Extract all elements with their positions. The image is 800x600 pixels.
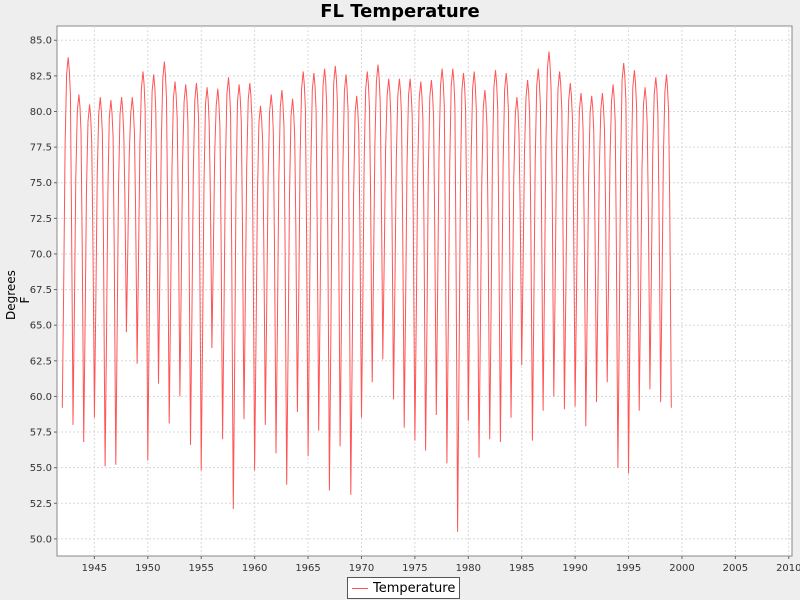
x-tick-label: 1945 <box>82 563 107 574</box>
legend-label: Temperature <box>373 580 456 596</box>
y-tick-label: 72.5 <box>30 214 52 225</box>
x-tick-label: 2000 <box>669 563 694 574</box>
x-tick-label: 2010 <box>776 563 800 574</box>
x-tick-label: 1960 <box>242 563 267 574</box>
temperature-series-line <box>61 51 672 532</box>
y-tick-label: 70.0 <box>30 249 52 260</box>
y-tick-label: 75.0 <box>30 178 52 189</box>
y-tick-label: 65.0 <box>30 321 52 332</box>
y-tick-label: 80.0 <box>30 107 52 118</box>
y-tick-label: 55.0 <box>30 463 52 474</box>
x-tick-label: 1985 <box>509 563 534 574</box>
x-tick-label: 1980 <box>456 563 481 574</box>
y-tick-label: 60.0 <box>30 392 52 403</box>
x-tick-label: 1990 <box>562 563 587 574</box>
x-tick-label: 1955 <box>188 563 213 574</box>
y-tick-label: 52.5 <box>30 499 52 510</box>
y-tick-label: 82.5 <box>30 71 52 82</box>
y-tick-label: 85.0 <box>30 36 52 47</box>
legend-swatch <box>352 587 368 589</box>
x-tick-label: 1975 <box>402 563 427 574</box>
x-tick-label: 1995 <box>616 563 641 574</box>
x-tick-label: 1965 <box>295 563 320 574</box>
y-tick-label: 67.5 <box>30 285 52 296</box>
y-tick-label: 62.5 <box>30 356 52 367</box>
x-tick-label: 2005 <box>723 563 748 574</box>
y-tick-label: 50.0 <box>30 534 52 545</box>
y-tick-label: 57.5 <box>30 428 52 439</box>
x-tick-label: 1970 <box>349 563 374 574</box>
x-tick-label: 1950 <box>135 563 160 574</box>
y-tick-label: 77.5 <box>30 143 52 154</box>
legend: Temperature <box>347 577 461 599</box>
chart-title: FL Temperature <box>320 1 480 22</box>
